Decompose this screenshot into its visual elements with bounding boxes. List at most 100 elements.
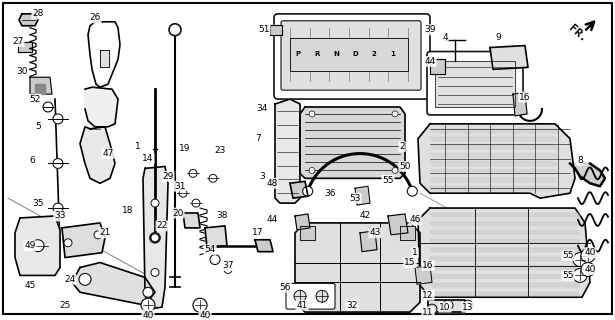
Polygon shape bbox=[30, 77, 52, 94]
Text: 30: 30 bbox=[16, 67, 28, 76]
Text: 16: 16 bbox=[519, 92, 531, 101]
Text: 40: 40 bbox=[142, 310, 154, 320]
Polygon shape bbox=[418, 124, 575, 198]
Text: 44: 44 bbox=[266, 215, 277, 224]
Text: 48: 48 bbox=[266, 179, 278, 188]
Text: 11: 11 bbox=[423, 308, 434, 316]
Polygon shape bbox=[62, 223, 105, 258]
Circle shape bbox=[316, 290, 328, 302]
Polygon shape bbox=[300, 107, 405, 178]
Text: 39: 39 bbox=[424, 25, 436, 34]
Circle shape bbox=[151, 268, 159, 276]
Polygon shape bbox=[80, 127, 115, 183]
Text: 10: 10 bbox=[439, 303, 451, 312]
Text: 40: 40 bbox=[199, 310, 211, 320]
Text: 41: 41 bbox=[296, 301, 308, 310]
Polygon shape bbox=[88, 22, 120, 87]
Text: 14: 14 bbox=[142, 154, 154, 163]
Polygon shape bbox=[430, 129, 558, 133]
Circle shape bbox=[189, 169, 197, 177]
Text: 34: 34 bbox=[256, 105, 268, 114]
Polygon shape bbox=[430, 145, 558, 149]
Text: 18: 18 bbox=[122, 205, 133, 214]
Text: 27: 27 bbox=[12, 37, 24, 46]
Circle shape bbox=[210, 255, 220, 265]
Text: 55: 55 bbox=[562, 251, 574, 260]
Text: 4: 4 bbox=[442, 33, 448, 42]
Polygon shape bbox=[435, 61, 515, 107]
Circle shape bbox=[427, 304, 437, 314]
Text: 42: 42 bbox=[359, 212, 371, 220]
Circle shape bbox=[141, 298, 155, 312]
Polygon shape bbox=[430, 266, 580, 269]
Polygon shape bbox=[19, 14, 38, 26]
Polygon shape bbox=[428, 300, 465, 312]
Polygon shape bbox=[295, 214, 310, 230]
Text: 55: 55 bbox=[562, 271, 574, 280]
Text: 28: 28 bbox=[33, 9, 44, 18]
Polygon shape bbox=[270, 25, 282, 35]
Polygon shape bbox=[415, 266, 432, 284]
Text: R: R bbox=[314, 52, 320, 58]
Circle shape bbox=[192, 199, 200, 207]
Polygon shape bbox=[430, 248, 580, 252]
Circle shape bbox=[143, 287, 153, 297]
Circle shape bbox=[64, 239, 72, 247]
Text: 29: 29 bbox=[162, 172, 173, 181]
Text: 43: 43 bbox=[370, 228, 381, 237]
Polygon shape bbox=[205, 226, 227, 248]
Polygon shape bbox=[255, 240, 273, 252]
FancyBboxPatch shape bbox=[427, 52, 523, 115]
Polygon shape bbox=[290, 38, 408, 71]
Polygon shape bbox=[85, 87, 118, 127]
Text: 2: 2 bbox=[399, 142, 405, 151]
Text: 24: 24 bbox=[65, 275, 76, 284]
Text: 13: 13 bbox=[462, 303, 474, 312]
Circle shape bbox=[294, 290, 306, 302]
Text: 1: 1 bbox=[391, 52, 395, 58]
Text: 54: 54 bbox=[204, 245, 216, 254]
Circle shape bbox=[94, 231, 102, 239]
Text: 2: 2 bbox=[371, 52, 376, 58]
Text: FR.: FR. bbox=[567, 23, 589, 44]
Polygon shape bbox=[430, 292, 580, 296]
Text: 9: 9 bbox=[495, 33, 501, 42]
Text: 25: 25 bbox=[59, 301, 71, 310]
Circle shape bbox=[151, 199, 159, 207]
Circle shape bbox=[193, 298, 207, 312]
Polygon shape bbox=[295, 223, 420, 312]
Polygon shape bbox=[355, 186, 370, 205]
Text: 1: 1 bbox=[412, 248, 418, 257]
Text: 33: 33 bbox=[54, 212, 66, 220]
Polygon shape bbox=[18, 42, 32, 52]
Circle shape bbox=[209, 174, 217, 182]
Circle shape bbox=[303, 186, 312, 196]
Polygon shape bbox=[300, 226, 315, 240]
FancyBboxPatch shape bbox=[274, 14, 430, 99]
Polygon shape bbox=[388, 214, 408, 235]
Text: 6: 6 bbox=[29, 156, 35, 165]
Polygon shape bbox=[430, 231, 580, 234]
Text: 3: 3 bbox=[259, 172, 265, 181]
Text: 26: 26 bbox=[89, 13, 101, 22]
Polygon shape bbox=[183, 213, 200, 228]
Circle shape bbox=[53, 158, 63, 168]
Text: D: D bbox=[352, 52, 358, 58]
Circle shape bbox=[224, 266, 232, 274]
Circle shape bbox=[573, 268, 587, 282]
Circle shape bbox=[463, 300, 473, 310]
Circle shape bbox=[79, 274, 91, 285]
Text: 53: 53 bbox=[349, 194, 361, 203]
Polygon shape bbox=[143, 166, 168, 309]
Polygon shape bbox=[35, 84, 45, 94]
Text: 32: 32 bbox=[346, 301, 358, 310]
Text: 44: 44 bbox=[424, 57, 435, 66]
Circle shape bbox=[43, 102, 53, 112]
Text: 46: 46 bbox=[410, 215, 421, 224]
Text: 15: 15 bbox=[404, 258, 416, 267]
Polygon shape bbox=[72, 262, 155, 305]
Text: 50: 50 bbox=[399, 162, 411, 171]
Circle shape bbox=[581, 262, 595, 276]
Text: P: P bbox=[295, 52, 301, 58]
Text: 17: 17 bbox=[252, 228, 264, 237]
